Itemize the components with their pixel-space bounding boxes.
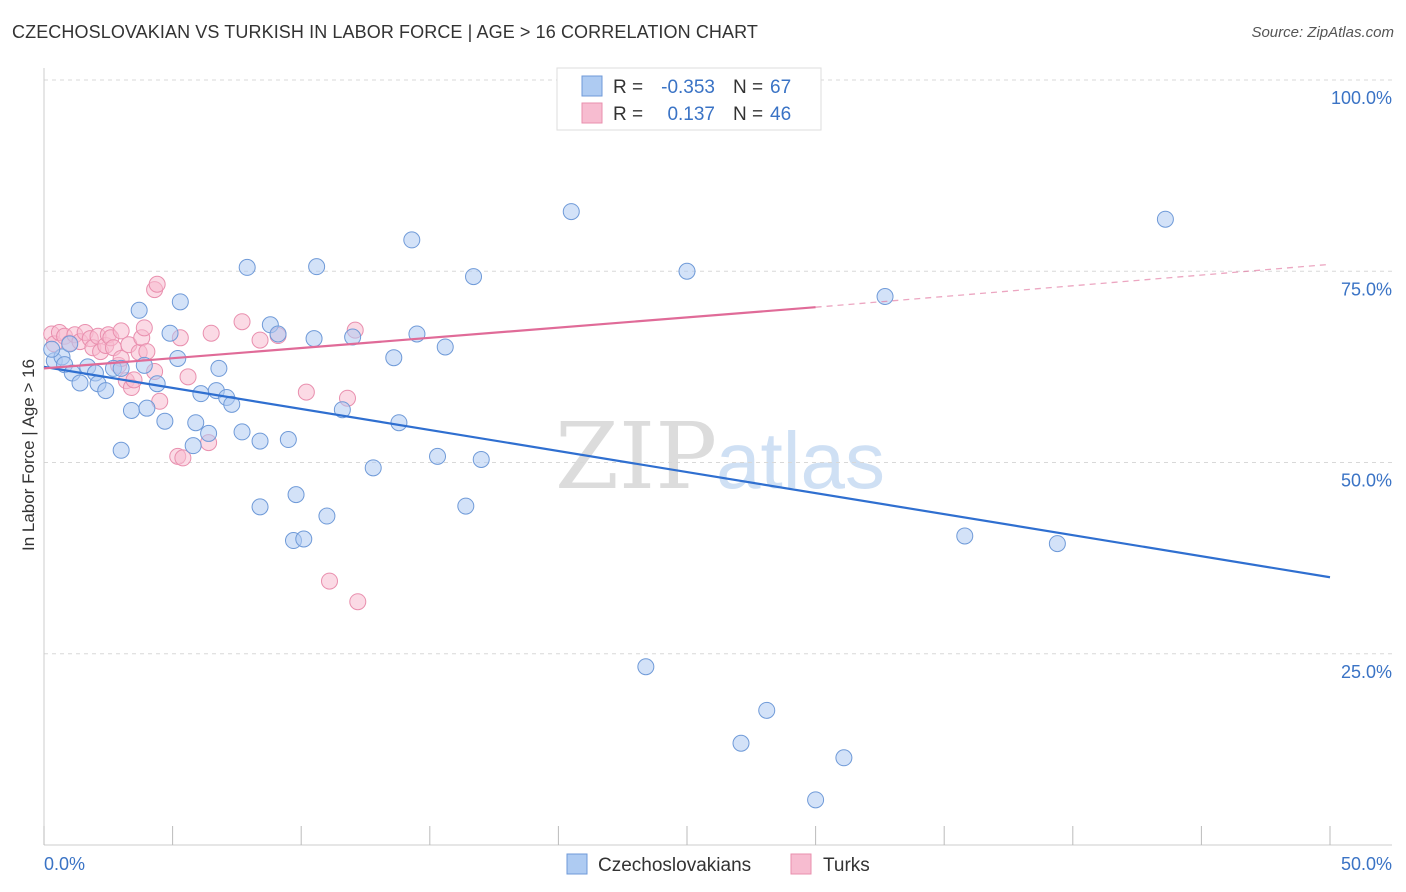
czechoslovakians-point [97,382,115,400]
bottom-legend-label-czechoslovakians: Czechoslovakians [598,855,751,876]
series-legend: Czechoslovakians Turks [566,853,870,876]
czechoslovakians-point [344,328,362,346]
czechoslovakians-point [403,231,421,249]
czechoslovakians-point [71,374,89,392]
source-note: Source: ZipAtlas.com [1251,24,1394,41]
y-axis-label: In Labor Force | Age > 16 [19,359,38,551]
turks-point [179,368,197,386]
czechoslovakians-point [876,287,894,305]
czechoslovakians-point [61,335,79,353]
czechoslovakians-point [171,293,189,311]
turks-points [43,71,822,611]
czechoslovakians-point [562,203,580,221]
turks-point [297,383,315,401]
x-tick-left: 0.0% [44,854,85,874]
czechoslovakians-point [130,301,148,319]
czechoslovakians-point [678,262,696,280]
y-tick-label-50: 50.0% [1341,471,1392,491]
turks-point [233,313,251,331]
trend-lines [43,263,1331,579]
y-tick-label-100: 100.0% [1331,88,1392,108]
legend-n-value-2: 46 [770,104,791,125]
czechoslovakians-point [200,424,218,442]
czechoslovakians-point [161,324,179,342]
czechoslovakians-point [156,412,174,430]
czechoslovakians-point [835,749,853,767]
turks-point [349,593,367,611]
bottom-legend-swatch-turks [790,853,812,875]
czechoslovakians-point [465,268,483,286]
czechoslovakians-point [279,431,297,449]
czechoslovakians-point [472,450,490,468]
czechoslovakians-point [436,338,454,356]
czechoslovakians-point [112,359,130,377]
turks-point [138,343,156,361]
czechoslovakians-point [758,701,776,719]
czechoslovakians-point [187,414,205,432]
czechoslovakians-point [318,507,336,525]
legend-r-value-2: 0.137 [667,104,715,125]
legend-n-value-1: 67 [770,77,791,98]
czechoslovakians-point [138,399,156,417]
czechoslovakians-point [457,497,475,515]
czechoslovakians-point [210,359,228,377]
czechoslovakians-point [308,258,326,276]
czechoslovakians-point [112,441,130,459]
bottom-legend-label-turks: Turks [823,855,870,876]
czechoslovakians-point [956,527,974,545]
turks-trend-line-extension [815,263,1331,308]
bottom-legend-swatch-czechoslovakians [566,853,588,875]
turks-point [202,324,220,342]
legend-n-label-2: N = [733,104,763,125]
x-tick-right: 50.0% [1341,854,1392,874]
turks-trend-line [43,306,816,370]
czechoslovakians-point [385,349,403,367]
czechoslovakians-points [43,203,1174,809]
y-tick-label-75: 75.0% [1341,279,1392,299]
czechoslovakians-point [305,330,323,348]
czechoslovakians-point [122,401,140,419]
legend-swatch-turks [581,102,603,124]
czechoslovakians-point [807,791,825,809]
turks-point [148,275,166,293]
legend-swatch-czechoslovakians [581,75,603,97]
czechoslovakians-point [238,258,256,276]
turks-point [135,319,153,337]
czechoslovakians-point [637,658,655,676]
legend-r-value-1: -0.353 [661,77,715,98]
czechoslovakians-point [333,401,351,419]
czechoslovakians-point [43,340,61,358]
czechoslovakians-point [233,423,251,441]
y-tick-label-25: 25.0% [1341,662,1392,682]
czechoslovakians-point [251,432,269,450]
watermark-zip: ZIP [555,403,717,510]
czechoslovakians-point [269,325,287,343]
chart-title: CZECHOSLOVAKIAN VS TURKISH IN LABOR FORC… [12,22,759,42]
turks-point [112,322,130,340]
legend-n-label-1: N = [733,77,763,98]
czechoslovakians-point [429,447,447,465]
turks-point [320,572,338,590]
correlation-legend: R = -0.353 N = 67 R = 0.137 N = 46 [556,67,822,131]
czechoslovakians-point [732,734,750,752]
gridlines [44,79,1392,655]
turks-point [251,331,269,349]
turks-point [174,449,192,467]
czechoslovakians-point [364,459,382,477]
czechoslovakians-point [1156,210,1174,228]
czechoslovakians-point [390,414,408,432]
legend-r-label-1: R = [613,77,643,98]
czechoslovakians-point [295,530,313,548]
legend-r-label-2: R = [613,104,643,125]
czechoslovakians-point [287,486,305,504]
czechoslovakians-point [1048,535,1066,553]
czechoslovakians-trend-line [43,365,1331,579]
czechoslovakians-point [184,437,202,455]
czechoslovakians-point [223,395,241,413]
axes: 25.0% 50.0% 75.0% 100.0% [43,68,1392,846]
czechoslovakians-point [251,498,269,516]
